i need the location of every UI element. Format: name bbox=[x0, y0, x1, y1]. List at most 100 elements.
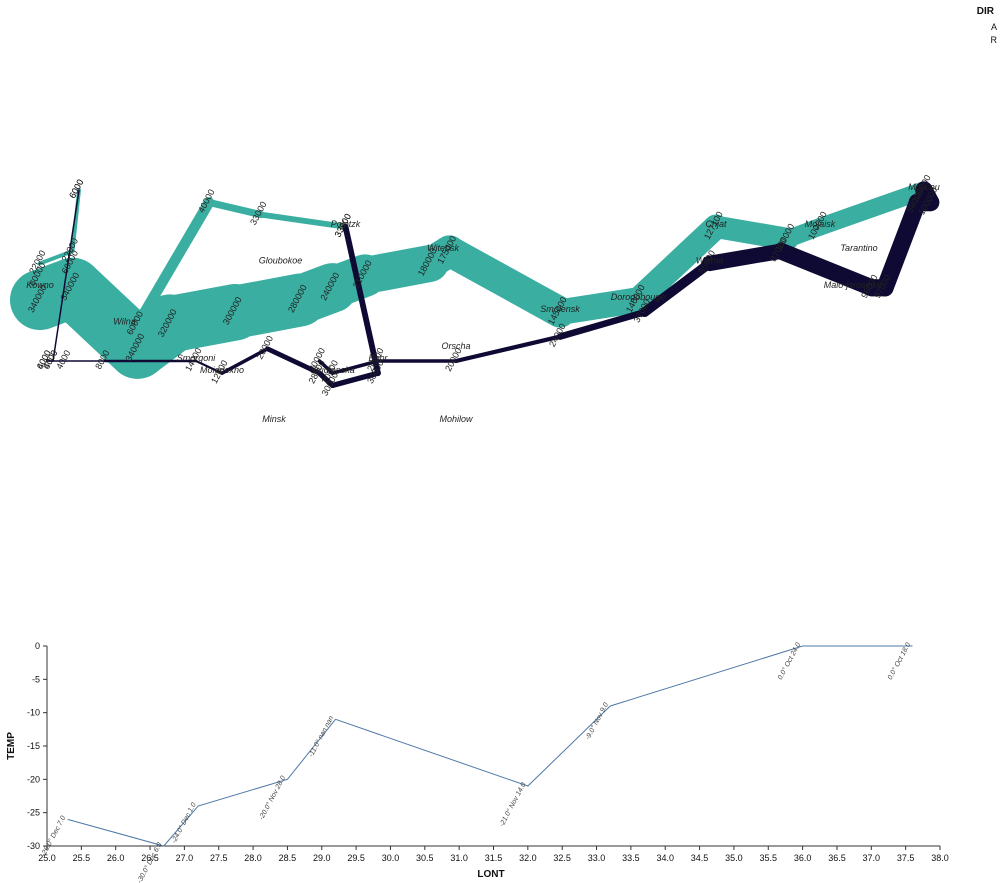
x-tick-label: 31.5 bbox=[485, 853, 503, 863]
y-tick-label: -25 bbox=[27, 808, 40, 818]
x-tick-label: 35.0 bbox=[725, 853, 743, 863]
x-tick-label: 25.0 bbox=[38, 853, 56, 863]
temperature-line bbox=[67, 645, 913, 847]
y-tick-label: 0 bbox=[35, 641, 40, 651]
x-tick-label: 27.0 bbox=[176, 853, 194, 863]
troop-segment bbox=[194, 359, 224, 375]
city-label: Bobr bbox=[368, 353, 388, 363]
x-tick-label: 34.5 bbox=[691, 853, 709, 863]
survivor-label: 6000 bbox=[67, 178, 85, 200]
city-label: Witebsk bbox=[427, 243, 459, 253]
city-label: Wixma bbox=[696, 255, 723, 265]
x-tick-label: 36.5 bbox=[828, 853, 846, 863]
troop-segment bbox=[265, 346, 322, 376]
x-tick-label: 38.0 bbox=[931, 853, 949, 863]
troop-segment bbox=[811, 181, 933, 236]
city-label: Moiodexno bbox=[200, 365, 244, 375]
x-tick-label: 33.5 bbox=[622, 853, 640, 863]
troop-segment bbox=[342, 223, 381, 377]
city-label: Chjat bbox=[705, 219, 727, 229]
x-tick-label: 31.0 bbox=[450, 853, 468, 863]
troop-segment bbox=[220, 347, 270, 375]
x-tick-label: 28.5 bbox=[279, 853, 297, 863]
troop-segment bbox=[330, 359, 380, 375]
troop-segment bbox=[38, 249, 75, 266]
city-label: Dorogobouge bbox=[611, 292, 666, 302]
temperature-point-label: 0.0° Oct 18.0 bbox=[886, 641, 912, 681]
troop-segment bbox=[67, 258, 143, 330]
city-label: Smorgoni bbox=[177, 353, 217, 363]
troop-segment bbox=[329, 370, 381, 389]
x-tick-label: 30.5 bbox=[416, 853, 434, 863]
troop-segment bbox=[547, 287, 651, 325]
legend-item-a: A bbox=[991, 22, 997, 32]
x-tick-label: 35.5 bbox=[760, 853, 778, 863]
troop-segment bbox=[316, 370, 336, 389]
x-tick-label: 29.5 bbox=[347, 853, 365, 863]
troop-segment bbox=[434, 235, 576, 328]
temperature-chart: 25.0 25.5 26.0 26.5 27.0 27.5 28.0 28.5 29.0 29.5… bbox=[6, 641, 949, 883]
troop-segment bbox=[876, 193, 927, 297]
x-tick-label: 27.5 bbox=[210, 853, 228, 863]
temperature-point-label: -9.0° Nov 9.0 bbox=[584, 701, 610, 741]
troop-segment bbox=[205, 198, 265, 219]
y-tick-label: -20 bbox=[27, 774, 40, 784]
city-label: Malo-jarosewli bbox=[824, 280, 883, 290]
temperature-points: 0.0° Oct 18.0 0.0° Oct 24.0 -9.0° Nov 9.0 -… bbox=[39, 641, 912, 883]
temperature-point-label: -20.0° Nov 28.0 bbox=[257, 774, 287, 821]
y-tick-label: -5 bbox=[32, 674, 40, 684]
temperature-point-label: -11.0° nan nan bbox=[307, 714, 335, 758]
legend-item-r: R bbox=[991, 35, 998, 45]
x-tick-label: 32.5 bbox=[553, 853, 571, 863]
x-tick-label: 36.0 bbox=[794, 853, 812, 863]
troop-segment bbox=[453, 334, 563, 364]
temperature-point-label: -21.0° Nov 14.0 bbox=[498, 781, 528, 828]
troop-segment bbox=[317, 359, 335, 375]
city-label: Mohilow bbox=[439, 414, 473, 424]
temperature-axes: 25.0 25.5 26.0 26.5 27.0 27.5 28.0 28.5 29.0 29.5… bbox=[27, 641, 949, 863]
troop-segment bbox=[639, 258, 715, 318]
survivor-label: 20000 bbox=[255, 334, 276, 361]
city-label: Studienska bbox=[310, 365, 355, 375]
y-axis-title: TEMP bbox=[6, 732, 17, 760]
x-tick-label: 34.0 bbox=[656, 853, 674, 863]
x-tick-label: 37.0 bbox=[863, 853, 881, 863]
y-tick-label: -30 bbox=[27, 841, 40, 851]
city-label: Wilna bbox=[113, 316, 135, 326]
temperature-point-label: -30.0° Dec 6.0 bbox=[135, 841, 163, 883]
city-label: Tarantino bbox=[840, 243, 877, 253]
troop-segment bbox=[258, 211, 349, 230]
city-label: Polotzk bbox=[331, 219, 361, 229]
troop-segment bbox=[132, 197, 215, 330]
troop-bands bbox=[10, 181, 940, 389]
temperature-point-label: 0.0° Oct 24.0 bbox=[776, 641, 802, 681]
x-tick-label: 26.0 bbox=[107, 853, 125, 863]
city-labels: Kowno Wilna Smorgoni Moiodexno Gloubokoe Mins… bbox=[26, 182, 940, 424]
temperature-point-label: -26.0° Dec 7.0 bbox=[39, 814, 67, 857]
y-tick-label: -10 bbox=[27, 708, 40, 718]
x-tick-label: 30.0 bbox=[382, 853, 400, 863]
legend-title: DIR bbox=[977, 6, 995, 17]
city-label: Gloubokoe bbox=[259, 255, 303, 265]
troop-segment bbox=[625, 214, 729, 313]
temperature-point-label: -24.0° Dec 1.0 bbox=[170, 801, 198, 844]
x-tick-label: 37.5 bbox=[897, 853, 915, 863]
y-tick-label: -15 bbox=[27, 741, 40, 751]
city-label: Kowno bbox=[26, 280, 54, 290]
legend: DIR A R bbox=[977, 6, 998, 45]
city-label: Minsk bbox=[262, 414, 286, 424]
city-label: Moscou bbox=[908, 182, 940, 192]
city-label: Mojaisk bbox=[805, 219, 836, 229]
troop-segment bbox=[704, 215, 799, 251]
x-axis-title: LONT bbox=[477, 869, 504, 880]
x-tick-label: 25.5 bbox=[73, 853, 91, 863]
survivor-label: 4000 bbox=[54, 348, 72, 370]
x-tick-label: 32.0 bbox=[519, 853, 537, 863]
troop-segment bbox=[772, 242, 881, 297]
x-tick-label: 26.5 bbox=[141, 853, 159, 863]
x-tick-label: 28.0 bbox=[244, 853, 262, 863]
troop-segment bbox=[52, 189, 80, 362]
x-tick-label: 33.0 bbox=[588, 853, 606, 863]
city-label: Smolensk bbox=[540, 304, 580, 314]
